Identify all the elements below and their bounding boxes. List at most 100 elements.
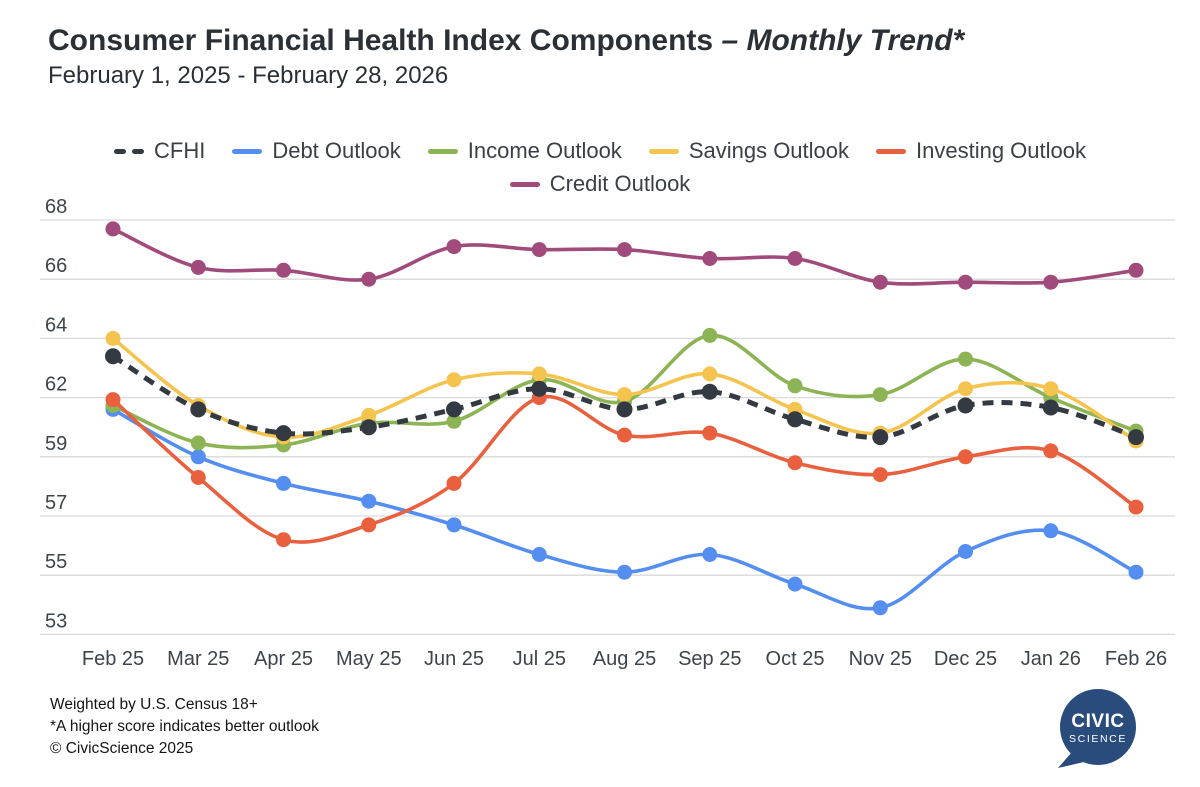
data-point-savings-outlook-jul-25 [531,366,547,382]
data-point-investing-outlook-nov-25 [872,467,888,483]
date-range-subtitle: February 1, 2025 - February 28, 2026 [48,62,449,89]
series-line-investing-outlook [111,394,1138,544]
data-point-investing-outlook-feb-26 [1128,499,1144,515]
data-point-income-outlook-sep-25 [702,327,718,343]
y-tick-label-66: 66 [45,255,67,277]
data-point-credit-outlook-oct-25 [787,251,803,266]
legend-item-credit-outlook: Credit Outlook [509,171,691,197]
investing-outlook-swatch-icon [876,148,907,154]
data-point-credit-outlook-sep-25 [702,251,718,266]
header: Consumer Financial Health Index Componen… [48,24,964,90]
data-point-debt-outlook-jan-26 [1043,523,1059,539]
x-tick-label-oct-25: Oct 25 [766,648,825,670]
chart-title-main: Consumer Financial Health Index Componen… [48,24,722,57]
legend-item-income-outlook: Income Outlook [427,138,622,164]
x-axis-labels: Feb 25 Mar 25 Apr 25 May 25 Jun 25 Jul 25 Aug … [82,648,1167,670]
y-axis-labels: 68 66 64 62 59 57 55 53 [45,196,67,632]
data-point-investing-outlook-aug-25 [617,427,632,443]
data-point-credit-outlook-feb-25 [105,221,121,237]
footnote-score: *A higher score indicates better outlook [50,718,319,735]
data-point-income-outlook-mar-25 [190,435,206,451]
data-point-investing-outlook-jun-25 [446,475,462,491]
legend-row-1: CFHI Debt Outlook Income Outlook Savings Ou… [114,138,1086,164]
data-point-cfhi-jan-26 [1042,399,1059,416]
data-point-cfhi-feb-25 [105,348,121,365]
series-credit-outlook [105,221,1144,290]
chart-title-accent: – Monthly Trend* [721,24,965,57]
data-point-credit-outlook-jan-26 [1043,274,1059,290]
x-tick-label-aug-25: Aug 25 [593,648,656,670]
legend-label-income-outlook: Income Outlook [467,138,622,163]
data-point-cfhi-jul-25 [531,380,548,397]
data-point-cfhi-feb-26 [1128,429,1144,446]
logo-text-civic: CIVIC [1071,711,1124,732]
data-point-cfhi-apr-25 [275,425,292,442]
income-outlook-swatch-icon [427,148,458,154]
data-point-debt-outlook-may-25 [361,493,377,509]
data-point-debt-outlook-sep-25 [702,547,718,562]
data-point-debt-outlook-aug-25 [617,564,632,580]
data-point-savings-outlook-sep-25 [702,366,718,382]
logo-bubble [1060,689,1136,765]
legend-label-investing-outlook: Investing Outlook [916,138,1086,163]
data-point-cfhi-mar-25 [190,401,207,418]
data-point-credit-outlook-dec-25 [958,274,973,290]
y-tick-label-57: 57 [45,492,67,514]
data-point-income-outlook-nov-25 [872,387,888,403]
x-tick-label-may-25: May 25 [336,648,402,670]
x-tick-label-mar-25: Mar 25 [167,648,229,670]
data-point-cfhi-sep-25 [701,383,718,400]
data-point-credit-outlook-mar-25 [190,259,206,275]
data-point-income-outlook-oct-25 [787,378,803,394]
data-point-investing-outlook-sep-25 [702,425,718,441]
data-point-credit-outlook-feb-26 [1128,262,1144,278]
data-point-debt-outlook-jun-25 [446,517,462,533]
debt-outlook-swatch-icon [232,148,263,154]
data-point-savings-outlook-dec-25 [958,381,973,397]
logo-text-science: SCIENCE [1069,733,1127,745]
y-tick-label-62: 62 [45,374,67,396]
data-point-debt-outlook-mar-25 [190,449,206,465]
data-point-investing-outlook-feb-25 [105,392,121,408]
data-point-cfhi-jun-25 [446,401,462,418]
data-point-debt-outlook-apr-25 [276,475,291,491]
y-tick-label-68: 68 [45,196,67,218]
legend-label-cfhi: CFHI [154,138,206,163]
data-point-credit-outlook-jun-25 [446,239,462,255]
civicscience-logo: CIVIC SCIENCE [1058,689,1136,768]
x-tick-label-feb-25: Feb 25 [82,648,144,670]
y-tick-label-64: 64 [45,314,67,336]
y-tick-label-53: 53 [45,610,67,632]
x-tick-label-nov-25: Nov 25 [849,648,912,670]
data-point-savings-outlook-jan-26 [1043,381,1059,397]
logo-bubble-tail [1058,752,1084,768]
data-point-debt-outlook-dec-25 [958,544,973,559]
data-point-debt-outlook-nov-25 [872,600,888,616]
chart-title: Consumer Financial Health Index Componen… [48,24,964,58]
legend-item-investing-outlook: Investing Outlook [876,138,1086,164]
series-cfhi [105,348,1144,446]
data-point-investing-outlook-apr-25 [276,532,291,548]
savings-outlook-swatch-icon [648,148,679,154]
x-tick-label-apr-25: Apr 25 [254,648,313,670]
legend-item-cfhi: CFHI [114,138,205,164]
footnotes: Weighted by U.S. Census 18+ *A higher sc… [50,694,319,760]
legend-label-credit-outlook: Credit Outlook [549,171,691,196]
legend-label-savings-outlook: Savings Outlook [688,138,850,163]
data-point-debt-outlook-feb-26 [1128,564,1144,580]
cfhi-swatch-icon [114,148,144,154]
y-tick-label-55: 55 [45,551,67,573]
data-point-investing-outlook-mar-25 [190,470,206,485]
data-point-investing-outlook-oct-25 [787,455,803,471]
data-point-debt-outlook-jul-25 [531,547,547,562]
x-tick-label-jul-25: Jul 25 [513,648,566,670]
data-point-cfhi-oct-25 [787,411,803,428]
data-point-cfhi-dec-25 [957,397,974,414]
data-point-cfhi-aug-25 [616,401,633,418]
data-point-income-outlook-dec-25 [958,351,973,367]
legend-row-2: Credit Outlook [509,171,691,197]
data-point-savings-outlook-feb-25 [105,330,121,346]
legend-label-debt-outlook: Debt Outlook [272,138,401,163]
data-point-savings-outlook-jun-25 [446,372,462,388]
